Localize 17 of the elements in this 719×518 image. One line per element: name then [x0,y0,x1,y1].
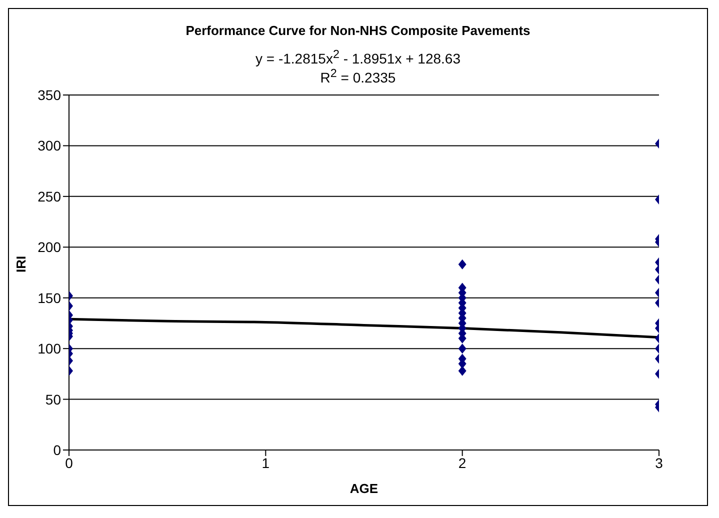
y-tick-label: 350 [38,87,62,104]
x-tick-label: 3 [655,455,664,472]
x-axis-title: AGE [350,481,378,496]
y-tick-label: 300 [38,138,62,154]
y-tick-label: 150 [38,290,62,306]
y-tick-label: 0 [53,442,62,458]
y-tick-label: 100 [38,340,62,357]
y-tick-label: 50 [45,392,62,408]
chart-title: Performance Curve for Non-NHS Composite Pavements [184,23,532,38]
x-tick-label: 0 [65,455,74,472]
y-tick-label: 250 [38,188,62,205]
text: y = -1.2815x$^{2}$ - 1.8951x + 128.63 [254,48,462,67]
y-axis-title: IRI [14,256,29,273]
y-tick-label: 200 [38,239,62,256]
x-tick-label: 1 [262,455,270,472]
text: R$^{2}$ = 0.2335 [319,66,397,86]
x-tick-label: 2 [458,455,466,472]
